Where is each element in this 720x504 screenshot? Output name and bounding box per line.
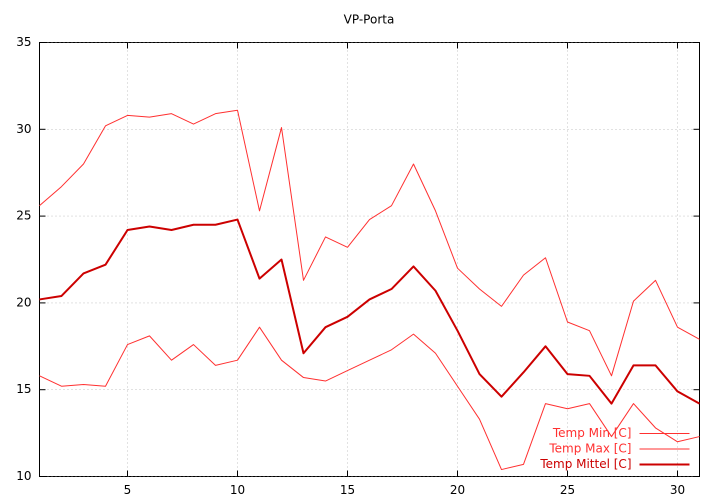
y-tick-label: 25 bbox=[16, 209, 31, 223]
y-tick-label: 35 bbox=[16, 35, 31, 49]
y-tick-label: 30 bbox=[16, 122, 31, 136]
y-tick-label: 10 bbox=[16, 469, 31, 483]
plot-frame bbox=[39, 42, 700, 477]
series-line bbox=[39, 218, 700, 405]
x-tick-label: 25 bbox=[560, 483, 575, 497]
y-tick-label: 20 bbox=[16, 295, 31, 309]
x-tick-label: 15 bbox=[340, 483, 355, 497]
legend-label: Temp Max [C] bbox=[548, 442, 631, 456]
chart-title: VP-Porta bbox=[344, 13, 395, 27]
series-line bbox=[39, 109, 700, 377]
x-tick-label: 10 bbox=[230, 483, 245, 497]
y-tick-label: 15 bbox=[16, 382, 31, 396]
x-tick-label: 20 bbox=[450, 483, 465, 497]
x-tick-label: 5 bbox=[124, 483, 132, 497]
legend-label: Temp Min [C] bbox=[552, 426, 632, 440]
legend-label: Temp Mittel [C] bbox=[539, 457, 631, 471]
series-line bbox=[39, 326, 700, 471]
x-tick-label: 30 bbox=[670, 483, 685, 497]
